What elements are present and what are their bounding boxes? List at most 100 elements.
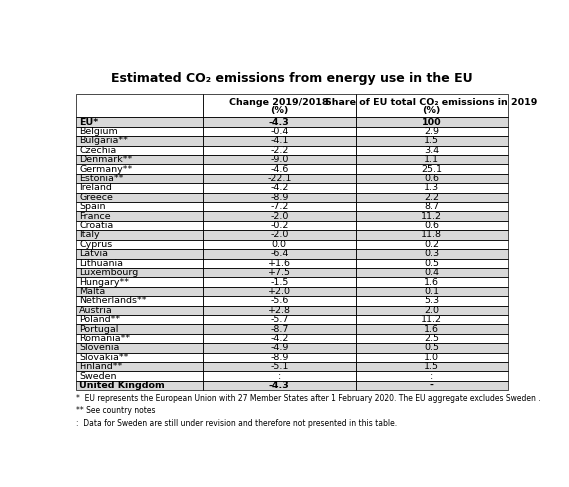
Bar <box>356 94 508 117</box>
Bar <box>203 230 356 240</box>
Bar <box>203 211 356 221</box>
Text: Bulgaria**: Bulgaria** <box>79 136 128 145</box>
Bar <box>356 334 508 343</box>
Bar <box>203 268 356 277</box>
Bar <box>356 268 508 277</box>
Text: Hungary**: Hungary** <box>79 278 129 286</box>
Text: +7.5: +7.5 <box>268 268 291 277</box>
Bar <box>76 381 203 390</box>
Bar <box>76 362 203 372</box>
Bar <box>76 117 203 127</box>
Text: Lithuania: Lithuania <box>79 259 123 268</box>
Bar <box>203 372 356 381</box>
Bar <box>76 230 203 240</box>
Bar <box>76 277 203 287</box>
Bar <box>203 183 356 193</box>
Bar <box>203 277 356 287</box>
Bar <box>356 127 508 136</box>
Bar <box>203 353 356 362</box>
Text: -8.9: -8.9 <box>270 193 288 202</box>
Bar <box>356 296 508 305</box>
Bar <box>356 324 508 334</box>
Bar <box>203 372 356 381</box>
Bar <box>356 334 508 343</box>
Bar <box>76 249 203 259</box>
Text: United Kingdom: United Kingdom <box>79 381 165 390</box>
Text: 0.3: 0.3 <box>424 249 439 258</box>
Bar <box>203 259 356 268</box>
Bar <box>76 155 203 165</box>
Bar <box>76 230 203 240</box>
Text: -5.1: -5.1 <box>270 362 288 371</box>
Text: -7.2: -7.2 <box>270 202 288 211</box>
Bar <box>356 240 508 249</box>
Bar <box>76 174 203 183</box>
Bar <box>203 240 356 249</box>
Bar <box>203 296 356 305</box>
Bar <box>356 136 508 146</box>
Bar <box>203 146 356 155</box>
Bar <box>76 305 203 315</box>
Text: -4.2: -4.2 <box>270 334 288 343</box>
Bar <box>356 136 508 146</box>
Bar <box>203 315 356 324</box>
Bar <box>356 268 508 277</box>
Bar <box>356 193 508 202</box>
Bar <box>76 372 203 381</box>
Bar <box>356 174 508 183</box>
Text: 11.8: 11.8 <box>421 230 442 240</box>
Bar <box>76 174 203 183</box>
Text: -5.6: -5.6 <box>270 297 288 305</box>
Text: +2.0: +2.0 <box>268 287 291 296</box>
Text: Slovenia: Slovenia <box>79 343 119 353</box>
Bar <box>76 296 203 305</box>
Text: Slovakia**: Slovakia** <box>79 353 129 362</box>
Text: 1.5: 1.5 <box>424 136 439 145</box>
Bar <box>356 277 508 287</box>
Bar <box>356 174 508 183</box>
Bar <box>203 362 356 372</box>
Bar <box>76 324 203 334</box>
Text: Netherlands**: Netherlands** <box>79 297 147 305</box>
Text: -2.0: -2.0 <box>270 230 288 240</box>
Bar <box>356 372 508 381</box>
Bar <box>76 136 203 146</box>
Bar <box>76 193 203 202</box>
Text: Ireland: Ireland <box>79 184 112 192</box>
Bar <box>356 315 508 324</box>
Bar <box>356 193 508 202</box>
Text: -4.9: -4.9 <box>270 343 288 353</box>
Text: -4.6: -4.6 <box>270 165 288 173</box>
Bar <box>356 146 508 155</box>
Bar <box>356 249 508 259</box>
Bar <box>203 117 356 127</box>
Bar <box>203 136 356 146</box>
Bar <box>76 315 203 324</box>
Text: 2.0: 2.0 <box>424 306 439 315</box>
Text: 100: 100 <box>422 117 442 127</box>
Text: Change 2019/2018: Change 2019/2018 <box>229 98 329 107</box>
Text: 25.1: 25.1 <box>421 165 442 173</box>
Bar <box>76 183 203 193</box>
Bar <box>76 277 203 287</box>
Bar <box>356 315 508 324</box>
Bar <box>356 240 508 249</box>
Bar <box>203 202 356 211</box>
Bar <box>203 305 356 315</box>
Text: EU*: EU* <box>79 117 98 127</box>
Bar <box>356 362 508 372</box>
Text: Estonia**: Estonia** <box>79 174 123 183</box>
Bar <box>356 202 508 211</box>
Text: :  Data for Sweden are still under revision and therefore not presented in this : : Data for Sweden are still under revisi… <box>76 419 397 428</box>
Bar <box>356 381 508 390</box>
Bar <box>76 324 203 334</box>
Bar <box>356 183 508 193</box>
Text: :: : <box>430 372 433 381</box>
Bar <box>76 240 203 249</box>
Bar <box>356 117 508 127</box>
Text: Portugal: Portugal <box>79 325 119 334</box>
Bar <box>356 305 508 315</box>
Bar <box>76 305 203 315</box>
Text: -4.1: -4.1 <box>270 136 288 145</box>
Bar <box>203 315 356 324</box>
